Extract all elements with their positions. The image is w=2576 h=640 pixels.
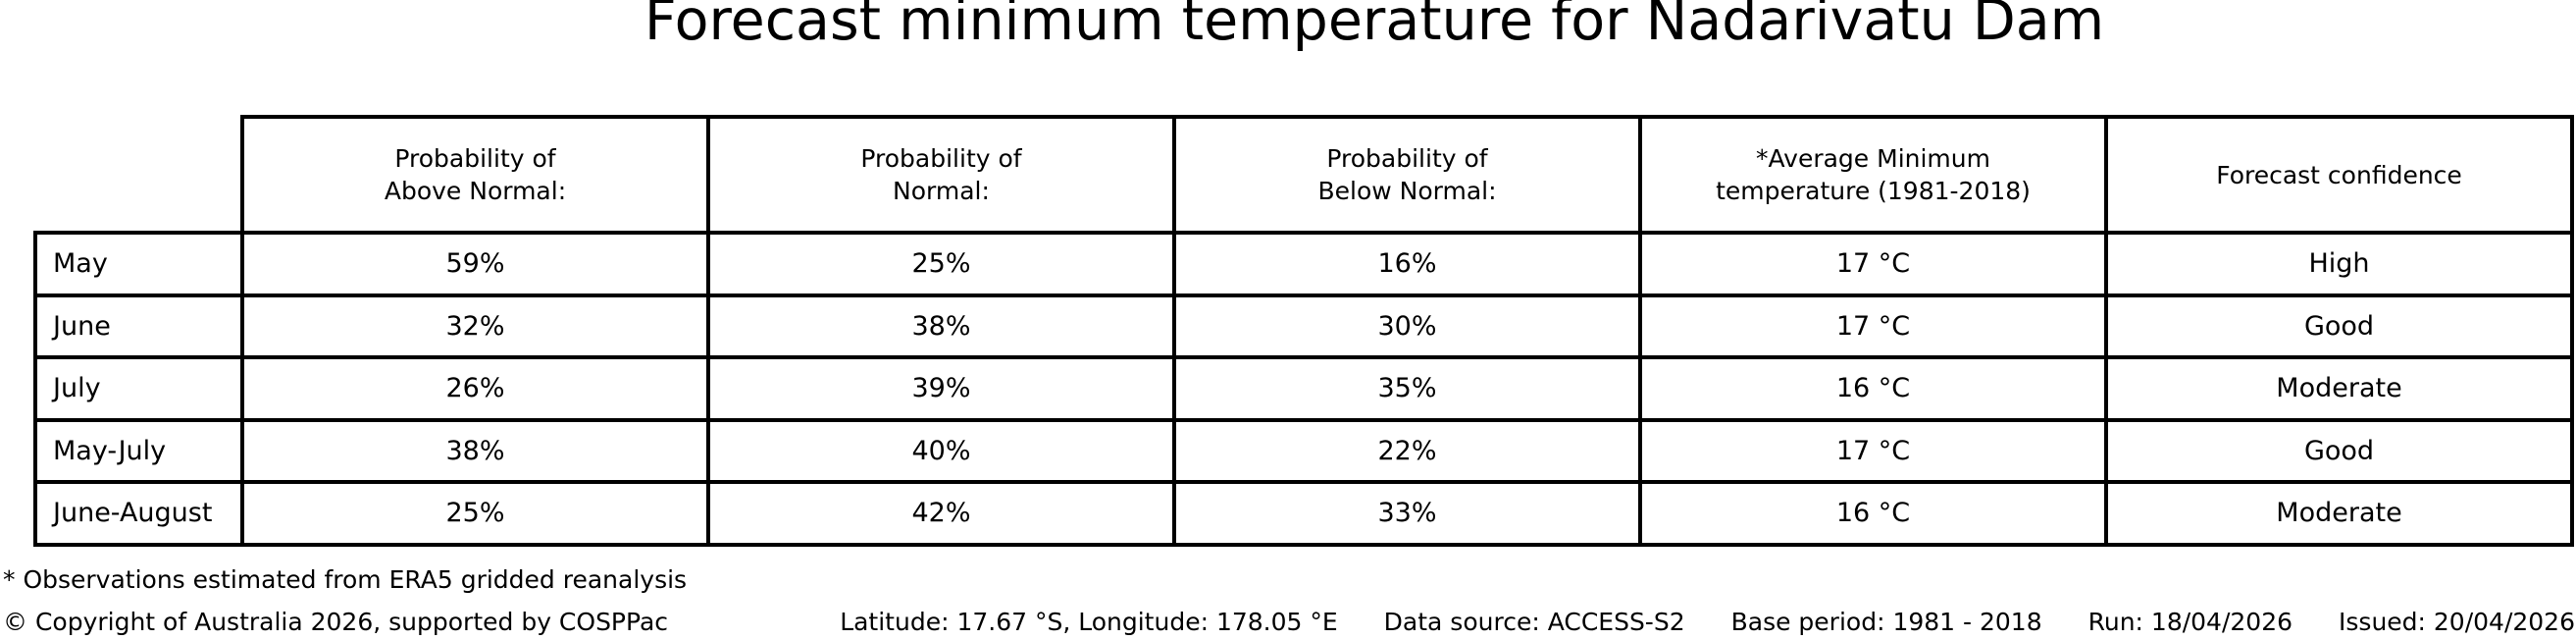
data-source-text: Data source: ACCESS-S2 <box>1383 608 1685 636</box>
table-cell: Good <box>2104 293 2574 359</box>
observations-footnote: * Observations estimated from ERA5 gridd… <box>3 565 688 594</box>
page-title: Forecast minimum temperature for Nadariv… <box>644 0 2105 53</box>
col-header-forecast-confidence: Forecast confidence <box>2104 115 2574 235</box>
table-cell: 32% <box>240 293 710 359</box>
row-label: June-August <box>33 480 244 547</box>
table-cell: Good <box>2104 417 2574 484</box>
table-cell: 22% <box>1172 417 1642 484</box>
row-label: July <box>33 355 244 422</box>
table-cell: 42% <box>706 480 1176 547</box>
row-label: May-July <box>33 417 244 484</box>
table-cell: 25% <box>240 480 710 547</box>
row-label: June <box>33 293 244 359</box>
row-label: May <box>33 231 244 297</box>
table-cell: 16 °C <box>1638 480 2108 547</box>
table-cell: 38% <box>240 417 710 484</box>
table-cell: 26% <box>240 355 710 422</box>
base-period-text: Base period: 1981 - 2018 <box>1730 608 2042 636</box>
footer-metadata-group: Latitude: 17.67 °S, Longitude: 178.05 °E… <box>840 608 2575 637</box>
table-row-july: July 26% 39% 35% 16 °C Moderate <box>33 355 2574 422</box>
table-cell: 17 °C <box>1638 293 2108 359</box>
table-cell: 35% <box>1172 355 1642 422</box>
table-cell: 25% <box>706 231 1176 297</box>
table-cell: Moderate <box>2104 355 2574 422</box>
location-text: Latitude: 17.67 °S, Longitude: 178.05 °E <box>840 608 1338 636</box>
table-row-june: June 32% 38% 30% 17 °C Good <box>33 293 2574 359</box>
table-cell: 17 °C <box>1638 231 2108 297</box>
table-cell: 59% <box>240 231 710 297</box>
copyright-text: © Copyright of Australia 2026, supported… <box>3 608 669 636</box>
table-cell: 33% <box>1172 480 1642 547</box>
col-header-average-min-temp: *Average Minimum temperature (1981-2018) <box>1638 115 2108 235</box>
table-cell: High <box>2104 231 2574 297</box>
col-header-above-normal: Probability of Above Normal: <box>240 115 710 235</box>
footer-bar: © Copyright of Australia 2026, supported… <box>3 608 2575 637</box>
forecast-table: Probability of Above Normal: Probability… <box>33 115 2574 547</box>
table-header-row: Probability of Above Normal: Probability… <box>35 115 2574 235</box>
table-cell: 17 °C <box>1638 417 2108 484</box>
run-date-text: Run: 18/04/2026 <box>2087 608 2293 636</box>
table-row-may-july: May-July 38% 40% 22% 17 °C Good <box>33 417 2574 484</box>
table-cell: 16 °C <box>1638 355 2108 422</box>
table-row-june-august: June-August 25% 42% 33% 16 °C Moderate <box>33 480 2574 547</box>
table-cell: 16% <box>1172 231 1642 297</box>
issued-date-text: Issued: 20/04/2026 <box>2339 608 2575 636</box>
table-row-may: May 59% 25% 16% 17 °C High <box>33 231 2574 297</box>
col-header-normal: Probability of Normal: <box>706 115 1176 235</box>
table-cell: 39% <box>706 355 1176 422</box>
table-cell: Moderate <box>2104 480 2574 547</box>
table-cell: 30% <box>1172 293 1642 359</box>
corner-cell <box>35 117 242 233</box>
table-cell: 38% <box>706 293 1176 359</box>
col-header-below-normal: Probability of Below Normal: <box>1172 115 1642 235</box>
table-cell: 40% <box>706 417 1176 484</box>
